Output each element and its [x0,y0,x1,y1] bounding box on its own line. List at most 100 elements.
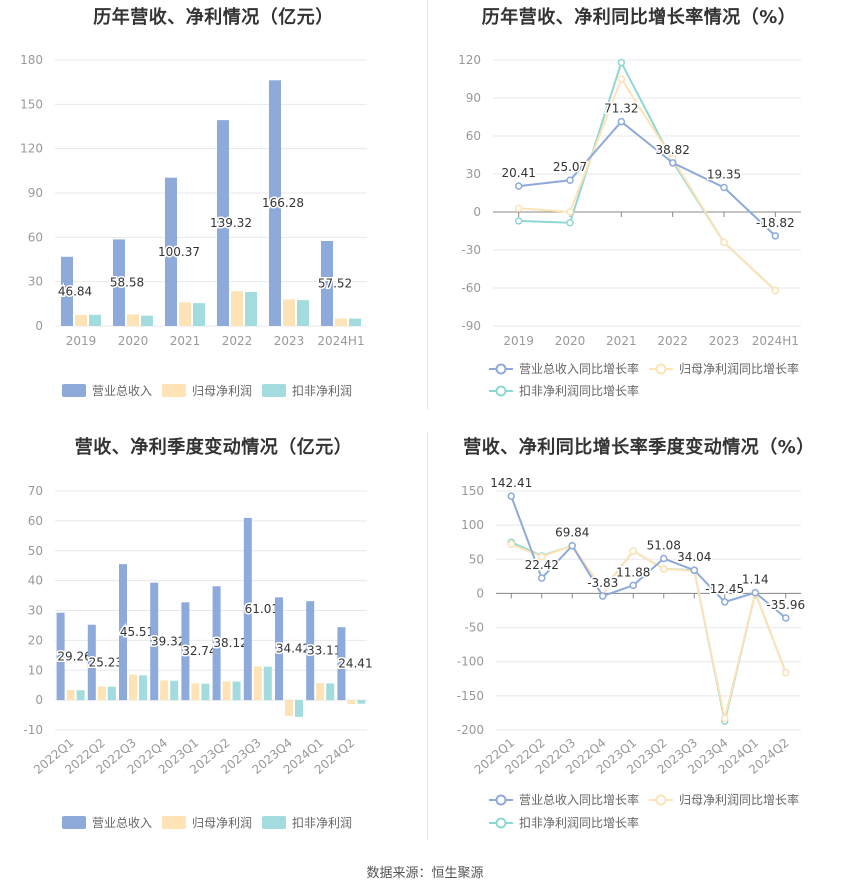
y-tick-label: 60 [28,514,43,528]
y-tick-label: 0 [476,586,484,600]
y-tick-label: -50 [464,621,484,635]
y-tick-label: 120 [458,53,481,67]
x-tick-label: 2021 [170,334,201,348]
x-tick-label: 2022 [222,334,253,348]
data-label: 20.41 [501,166,535,180]
bar [170,680,179,701]
legend-label: 扣非净利润 [292,816,352,830]
legend-label: 营业总收入 [92,384,152,398]
data-point [538,574,546,582]
data-label: 51.08 [647,539,681,553]
data-label: 29.26 [57,649,91,663]
data-point [720,183,728,192]
bar [349,318,361,326]
legend-label: 归母净利润 [192,816,252,830]
legend-swatch [262,384,286,397]
bar [316,683,325,701]
legend-swatch-marker [495,385,507,397]
chart-title: 营收、净利季度变动情况（亿元） [74,437,353,458]
chart-title: 历年营收、净利同比增长率情况（%） [481,7,797,28]
annual-bar-chart: 0 30 60 90 120 150 180 2019 46.84 2020 58.58 2021 10… [20,53,367,398]
x-tick-label: 2023 [274,334,305,348]
data-point [782,668,790,677]
y-tick-label: 30 [28,604,43,618]
y-tick-label: 0 [35,693,43,707]
bar [129,674,137,701]
y-tick-label: 90 [466,91,481,105]
bar [181,602,190,701]
legend-swatch-marker [495,817,507,829]
x-tick-label: 2022 [657,334,688,348]
data-label: 38.12 [213,636,247,650]
data-label: 22.42 [525,558,559,572]
y-tick-label: -150 [457,689,484,703]
legend-swatch-marker [495,363,507,375]
y-tick-label: 60 [466,129,481,143]
legend-swatch [62,816,86,829]
data-label: 38.82 [655,143,689,157]
bar [141,315,153,326]
bar [113,239,125,326]
x-tick-label: 2019 [503,334,534,348]
bar [263,666,272,701]
y-tick-label: -60 [461,281,481,295]
chart-title: 营收、净利同比增长率季度变动情况（%） [463,437,815,458]
bar [165,177,177,326]
bar [269,80,281,326]
x-tick-label: 2019 [66,334,97,348]
series-line [518,120,777,237]
bar [253,666,262,701]
data-point [782,614,790,622]
bar [335,318,347,326]
bar [217,120,229,326]
y-tick-label: -200 [457,723,484,737]
bar [56,612,65,701]
y-tick-label: 10 [28,663,43,677]
bar [201,683,210,701]
bar [150,582,159,701]
data-point [599,592,607,600]
data-point [538,552,546,561]
bar [107,686,116,701]
bar [326,683,335,701]
legend-label: 营业总收入 [92,816,152,830]
bar [347,700,356,705]
bar [245,292,257,326]
bar [285,700,293,716]
data-point [566,219,574,227]
legend-swatch-marker [655,363,667,375]
data-point [617,75,626,83]
legend-label: 归母净利润同比增长率 [679,792,799,807]
x-tick-label: 2024H1 [317,334,364,348]
annual-revenue-profit-panel: 历年营收、净利情况（亿元） 0 30 60 90 120 150 180 2019 46.84 2… [0,0,427,420]
bar [306,601,315,701]
bar [193,303,205,326]
data-label: 71.32 [604,102,638,116]
y-tick-label: 0 [473,205,481,219]
y-tick-label: -30 [461,243,481,257]
y-tick-label: 30 [28,275,43,289]
data-point [720,238,728,247]
data-point [771,232,780,240]
data-label: 166.28 [262,196,304,210]
y-tick-label: -90 [461,319,481,333]
data-point [507,540,515,549]
data-point [507,492,515,500]
data-point [668,159,677,167]
data-point [617,117,626,126]
data-point [629,547,637,555]
data-point [690,566,698,574]
x-tick-label: 2021 [606,334,637,348]
y-tick-label: 70 [28,484,43,498]
bar [97,686,106,701]
annual-growth-panel: 历年营收、净利同比增长率情况（%） -90 -60 -30 0 30 60 90 120 201… [428,0,850,420]
legend-swatch-marker [655,794,667,806]
data-label: 24.41 [338,657,372,671]
data-label: -35.96 [766,598,805,612]
bar [222,681,231,701]
data-label: 61.01 [245,602,279,616]
data-label: 32.74 [182,644,216,658]
legend-label: 扣非净利润同比增长率 [519,383,639,398]
quarterly-bar-chart: -100102030405060702022Q129.262022Q225.23… [23,484,374,830]
y-tick-label: 30 [466,167,481,181]
